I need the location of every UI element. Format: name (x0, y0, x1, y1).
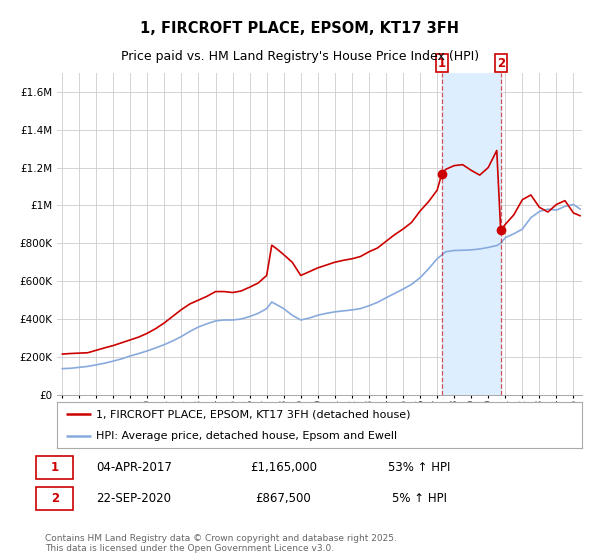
Bar (442, 73, 500, 395)
Text: 1, FIRCROFT PLACE, EPSOM, KT17 3FH (detached house): 1, FIRCROFT PLACE, EPSOM, KT17 3FH (deta… (97, 409, 411, 419)
FancyBboxPatch shape (36, 487, 73, 510)
Text: £867,500: £867,500 (256, 492, 311, 505)
Text: Contains HM Land Registry data © Crown copyright and database right 2025.
This d: Contains HM Land Registry data © Crown c… (45, 534, 397, 553)
Text: 2: 2 (497, 57, 505, 69)
Text: 22-SEP-2020: 22-SEP-2020 (97, 492, 172, 505)
FancyBboxPatch shape (36, 456, 73, 479)
Text: 5% ↑ HPI: 5% ↑ HPI (392, 492, 446, 505)
Text: 2: 2 (50, 492, 59, 505)
Text: 53% ↑ HPI: 53% ↑ HPI (388, 461, 450, 474)
Text: 1, FIRCROFT PLACE, EPSOM, KT17 3FH: 1, FIRCROFT PLACE, EPSOM, KT17 3FH (140, 21, 460, 36)
Text: £1,165,000: £1,165,000 (250, 461, 317, 474)
Text: 1: 1 (50, 461, 59, 474)
Text: Price paid vs. HM Land Registry's House Price Index (HPI): Price paid vs. HM Land Registry's House … (121, 50, 479, 63)
Text: 04-APR-2017: 04-APR-2017 (96, 461, 172, 474)
Text: HPI: Average price, detached house, Epsom and Ewell: HPI: Average price, detached house, Epso… (97, 431, 398, 441)
Text: 1: 1 (437, 57, 446, 69)
